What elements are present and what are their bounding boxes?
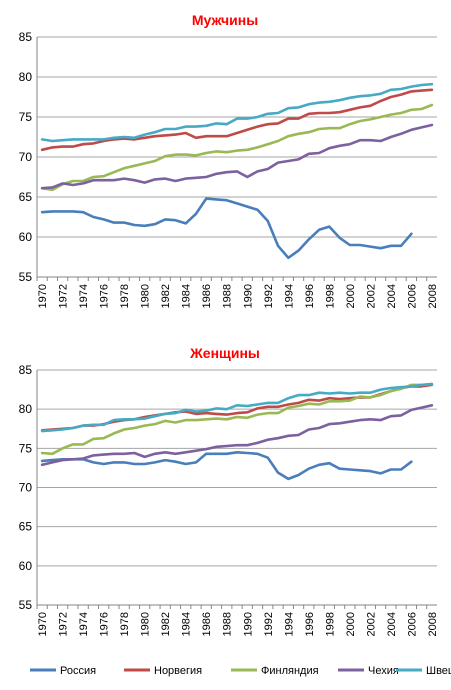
x-tick-label: 1974 (78, 612, 90, 636)
y-tick-label: 85 (19, 363, 33, 377)
y-tick-label: 75 (19, 110, 33, 124)
x-tick-label: 1984 (181, 612, 193, 636)
y-tick-label: 80 (19, 402, 33, 416)
series-line-Россия (40, 197, 413, 260)
x-tick-label: 1970 (37, 612, 49, 636)
x-tick-label: 1988 (222, 612, 234, 636)
x-tick-label: 1988 (222, 284, 234, 308)
legend-label: Финляндия (261, 665, 319, 677)
chart-title: Женщины (189, 345, 260, 361)
y-tick-label: 55 (19, 270, 33, 284)
y-tick-label: 80 (19, 70, 33, 84)
y-tick-label: 60 (19, 230, 33, 244)
x-tick-label: 1970 (37, 284, 49, 308)
x-tick-label: 1980 (140, 284, 152, 308)
x-tick-label: 1982 (160, 612, 172, 636)
x-tick-label: 1996 (304, 612, 316, 636)
x-tick-label: 1994 (283, 284, 295, 308)
x-tick-label: 2000 (345, 612, 357, 636)
y-tick-label: 70 (19, 150, 33, 164)
x-tick-label: 1980 (140, 612, 152, 636)
x-tick-label: 2008 (427, 612, 439, 636)
x-tick-label: 1974 (78, 284, 90, 308)
x-tick-label: 2008 (427, 284, 439, 308)
legend-label: Россия (60, 665, 96, 677)
series-line-Финляндия (40, 103, 434, 192)
legend-label: Норвегия (154, 665, 202, 677)
x-tick-label: 1976 (99, 284, 111, 308)
x-tick-label: 1994 (283, 612, 295, 636)
y-tick-label: 60 (19, 559, 33, 573)
y-tick-label: 85 (19, 30, 33, 44)
x-tick-label: 1984 (181, 284, 193, 308)
legend: Россия Норвегия Финляндия Чехия Швеция (30, 665, 451, 677)
x-tick-label: 1978 (119, 612, 131, 636)
x-tick-label: 1976 (99, 612, 111, 636)
x-tick-label: 1982 (160, 284, 172, 308)
x-tick-label: 2006 (406, 612, 418, 636)
series-line-Норвегия (40, 88, 434, 152)
y-tick-label: 75 (19, 441, 33, 455)
legend-label: Швеция (426, 665, 451, 677)
y-tick-label: 70 (19, 481, 33, 495)
x-tick-label: 2004 (386, 612, 398, 636)
x-tick-label: 1972 (58, 612, 70, 636)
y-tick-label: 65 (19, 190, 33, 204)
x-tick-label: 1998 (324, 612, 336, 636)
series-line-Швеция (40, 82, 434, 143)
series-line-Финляндия (40, 382, 434, 456)
chart-panel-1: Мужчины 55 60 65 70 75 80 85 1970 1972 1974 1976 197… (19, 12, 439, 308)
x-tick-label: 1996 (304, 284, 316, 308)
x-tick-label: 2000 (345, 284, 357, 308)
x-tick-label: 2006 (406, 284, 418, 308)
series-line-Чехия (40, 404, 434, 467)
x-tick-label: 1978 (119, 284, 131, 308)
series-line-Россия (40, 451, 413, 481)
legend-label: Чехия (368, 665, 399, 677)
x-tick-label: 2002 (365, 284, 377, 308)
x-tick-label: 1992 (263, 612, 275, 636)
x-tick-label: 2002 (365, 612, 377, 636)
x-tick-label: 1972 (58, 284, 70, 308)
x-tick-label: 1986 (201, 284, 213, 308)
chart-panel-2: Женщины 55 60 65 70 75 80 85 1970 1972 1974 1976 197… (19, 345, 439, 636)
y-tick-label: 55 (19, 598, 33, 612)
x-tick-label: 1990 (242, 612, 254, 636)
y-tick-label: 65 (19, 520, 33, 534)
x-tick-label: 1990 (242, 284, 254, 308)
x-tick-label: 2004 (386, 284, 398, 308)
series-line-Швеция (40, 382, 434, 433)
x-tick-label: 1998 (324, 284, 336, 308)
x-tick-label: 1986 (201, 612, 213, 636)
series-line-Чехия (40, 123, 434, 190)
x-tick-label: 1992 (263, 284, 275, 308)
chart-title: Мужчины (192, 12, 258, 28)
